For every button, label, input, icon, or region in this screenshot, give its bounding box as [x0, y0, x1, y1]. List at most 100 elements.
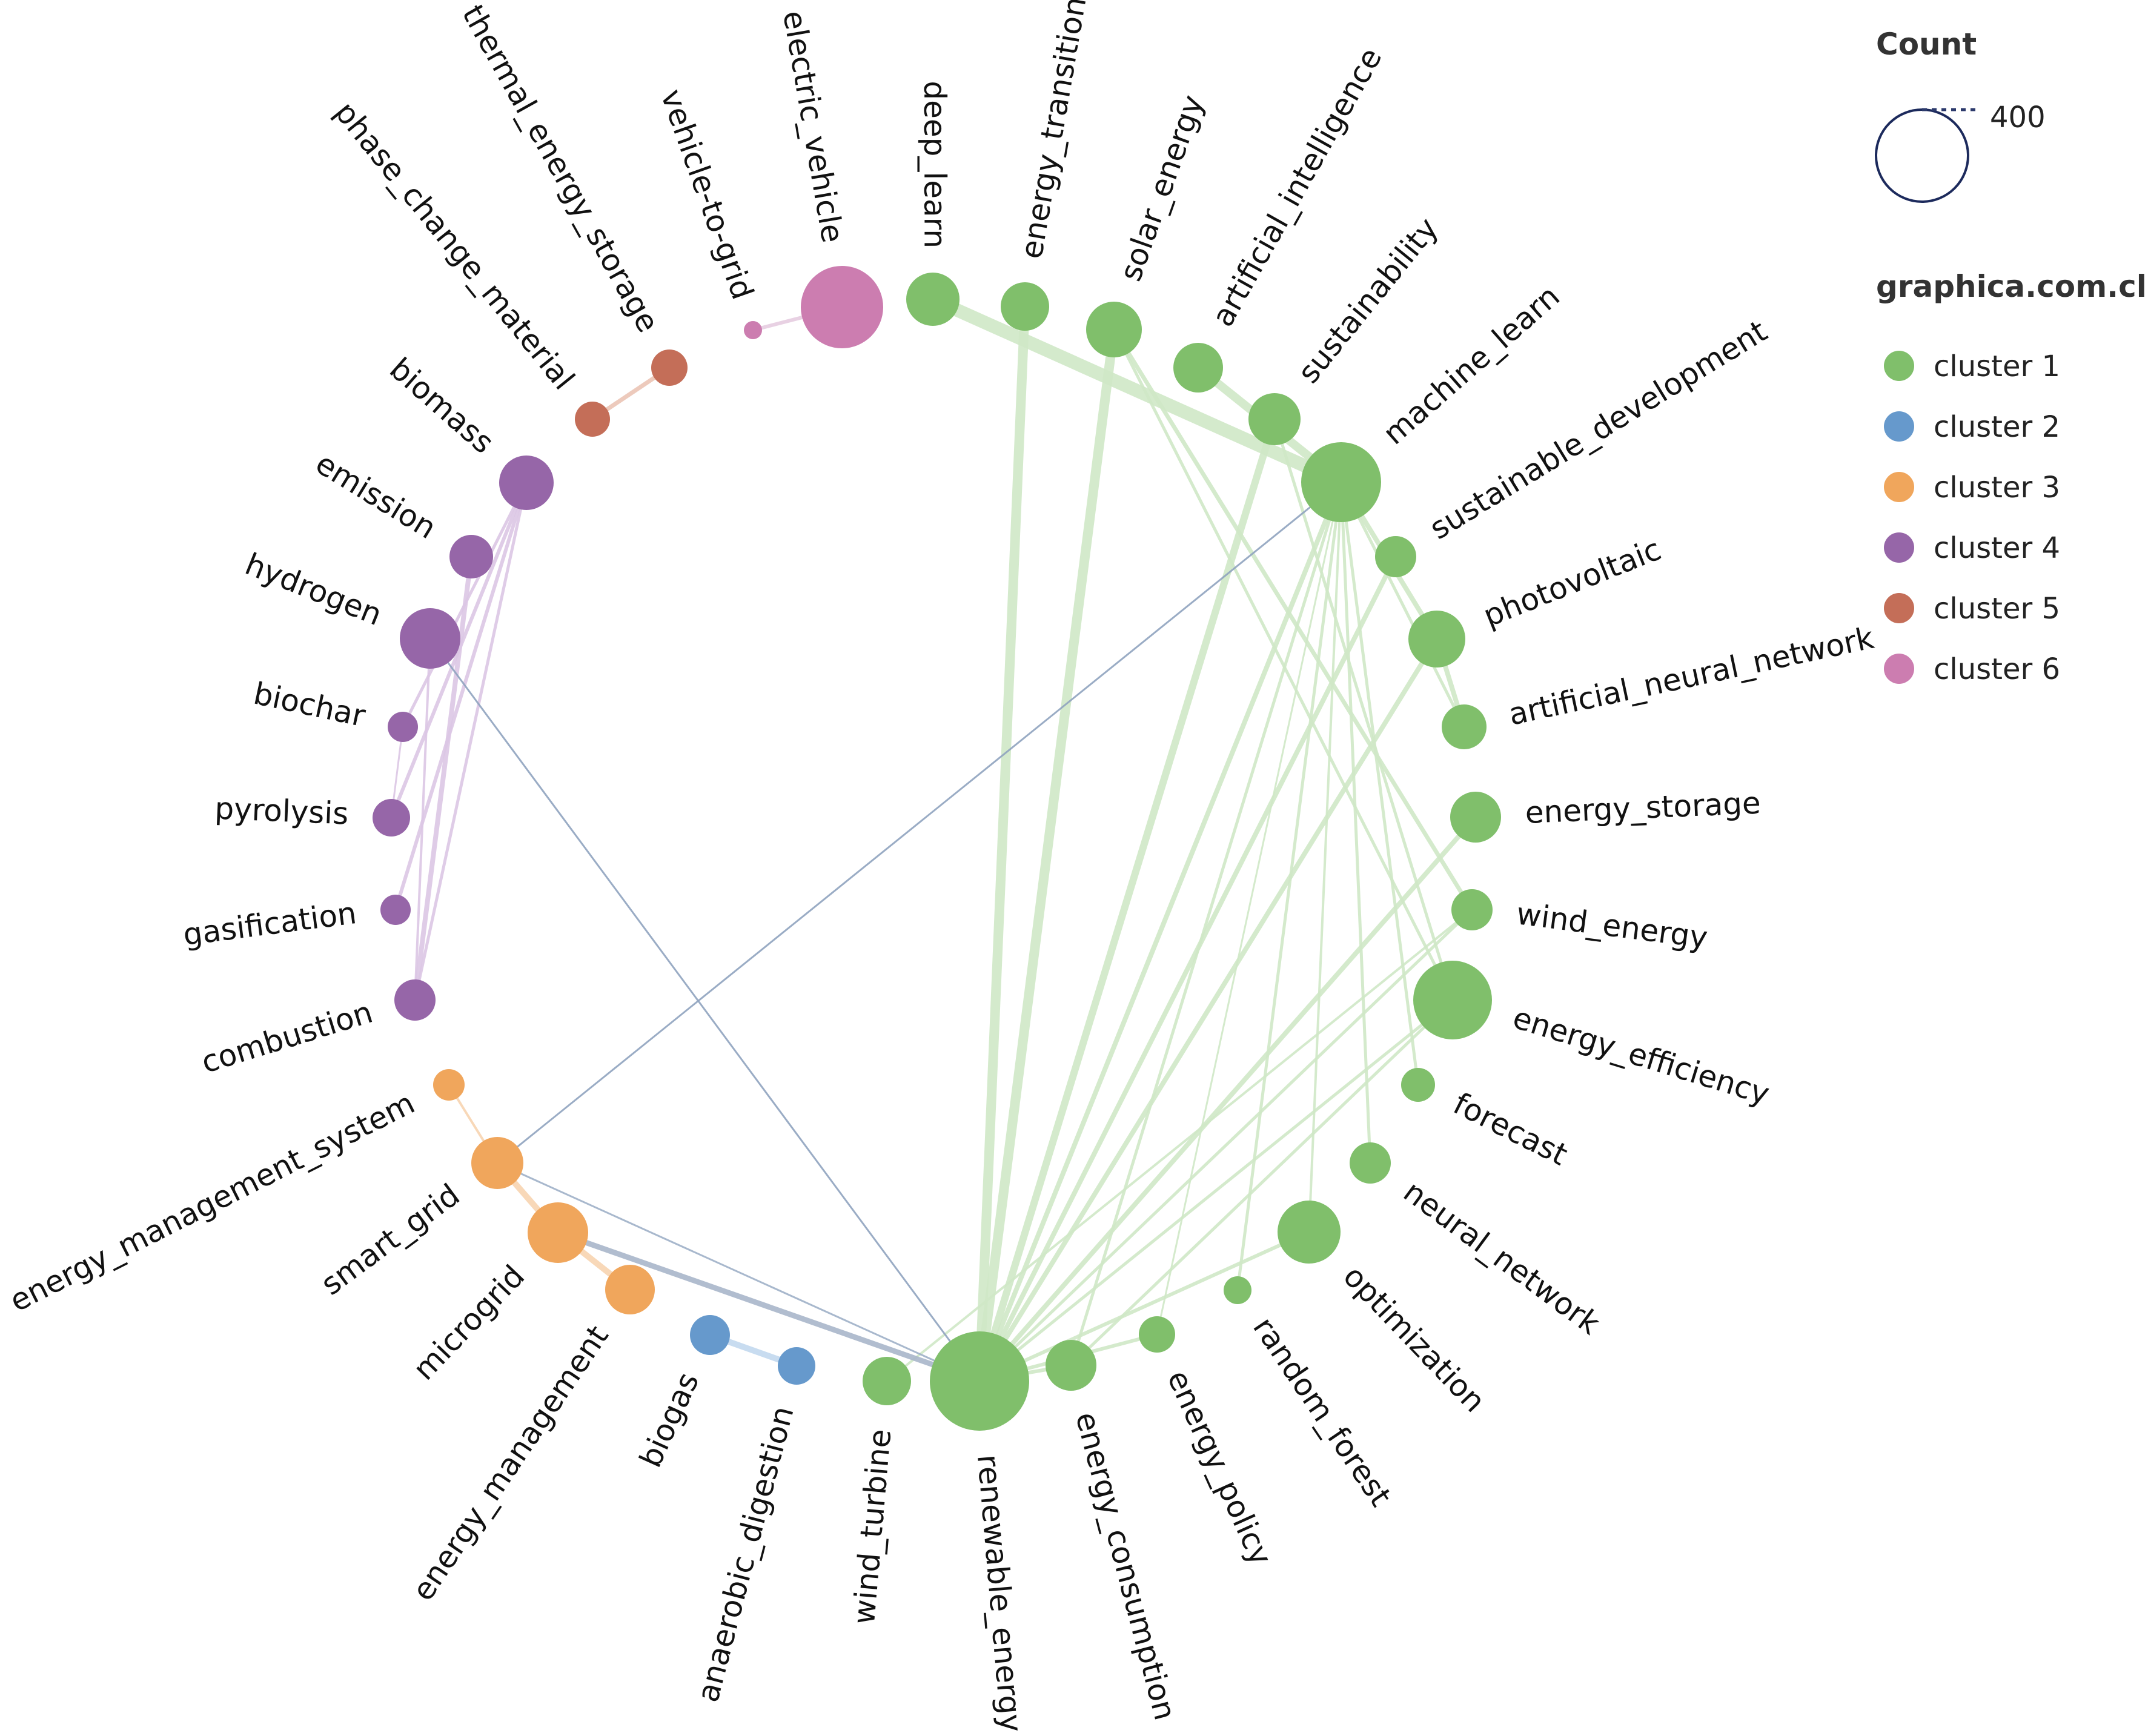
- label-energy_storage: energy_storage: [1525, 786, 1762, 830]
- legend-swatch-cluster-2[interactable]: [1884, 411, 1914, 442]
- edge-machine_learn-energy_consumption: [1069, 482, 1343, 1366]
- edge-solar_energy-wind_energy: [1112, 328, 1474, 911]
- label-pyrolysis: pyrolysis: [214, 790, 349, 831]
- node-sustainable_development[interactable]: [1375, 536, 1416, 577]
- node-deep_learn[interactable]: [906, 273, 960, 326]
- label-sustainability: sustainability: [1291, 211, 1445, 389]
- edge-solar_energy-energy_efficiency: [1112, 328, 1454, 1001]
- node-biomass[interactable]: [499, 456, 554, 510]
- label-deep_learn: deep_learn: [917, 81, 952, 248]
- legend-swatch-cluster-6[interactable]: [1884, 654, 1914, 684]
- node-vehicle-to-grid[interactable]: [744, 321, 762, 339]
- label-renewable_energy: renewable_energy: [970, 1453, 1029, 1734]
- legend: Count 400 graphica.com.clusters cluster …: [1875, 27, 2148, 686]
- node-energy_policy[interactable]: [1139, 1316, 1175, 1353]
- edge-energy_storage-renewable_energy: [977, 815, 1478, 1383]
- edge-biomass-combustion: [413, 482, 528, 1001]
- legend-label-cluster-6: cluster 6: [1934, 652, 2060, 686]
- node-phase_change_material[interactable]: [575, 402, 610, 437]
- label-wind_energy: wind_energy: [1514, 896, 1709, 955]
- legend-size-circle: [1875, 108, 1969, 203]
- node-energy_management[interactable]: [605, 1265, 655, 1314]
- edge-biomass-gasification: [394, 482, 528, 910]
- label-microgrid: microgrid: [406, 1259, 531, 1387]
- node-pyrolysis[interactable]: [373, 799, 410, 837]
- edge-sustainability-renewable_energy: [976, 418, 1278, 1382]
- node-energy_consumption[interactable]: [1046, 1340, 1096, 1391]
- node-biochar[interactable]: [388, 712, 418, 742]
- edge-microgrid-renewable_energy: [557, 1230, 981, 1384]
- edge-machine_learn-random_forest: [1236, 482, 1343, 1291]
- node-forecast[interactable]: [1401, 1068, 1435, 1102]
- node-artificial_intelligence[interactable]: [1173, 343, 1223, 393]
- node-anaerobic_digestion[interactable]: [778, 1347, 815, 1385]
- node-optimization[interactable]: [1278, 1201, 1341, 1264]
- node-thermal_energy_storage[interactable]: [651, 350, 688, 386]
- node-energy_transition[interactable]: [1001, 282, 1049, 331]
- legend-label-cluster-5: cluster 5: [1934, 592, 2060, 626]
- label-artificial_neural_network: artificial_neural_network: [1506, 620, 1877, 732]
- edge-energy_efficiency-renewable_energy: [978, 999, 1454, 1382]
- node-emission[interactable]: [449, 535, 493, 578]
- edge-deep_learn-machine_learn: [930, 293, 1344, 489]
- edge-photovoltaic-renewable_energy: [977, 637, 1439, 1383]
- legend-swatch-cluster-4[interactable]: [1884, 532, 1914, 563]
- label-energy_transition: energy_transition: [1013, 0, 1093, 261]
- label-random_forest: random_forest: [1246, 1311, 1398, 1512]
- node-photovoltaic[interactable]: [1408, 611, 1465, 668]
- edge-sustainability-energy_efficiency: [1273, 419, 1454, 1001]
- legend-color-title: graphica.com.clusters: [1876, 269, 2148, 304]
- node-hydrogen[interactable]: [400, 608, 460, 669]
- label-photovoltaic: photovoltaic: [1479, 532, 1666, 634]
- label-machine_learn: machine_learn: [1376, 279, 1566, 451]
- node-machine_learn[interactable]: [1301, 442, 1381, 522]
- edge-hydrogen-combustion: [414, 638, 431, 1001]
- node-solar_energy[interactable]: [1086, 302, 1142, 357]
- node-microgrid[interactable]: [528, 1202, 588, 1263]
- node-smart_grid[interactable]: [471, 1137, 523, 1189]
- node-wind_turbine[interactable]: [863, 1357, 911, 1405]
- edge-energy_transition-renewable_energy: [975, 306, 1030, 1382]
- label-biogas: biogas: [633, 1367, 706, 1473]
- node-energy_efficiency[interactable]: [1413, 961, 1492, 1039]
- legend-size-value: 400: [1990, 101, 2046, 134]
- node-random_forest[interactable]: [1224, 1276, 1251, 1304]
- legend-swatch-cluster-5[interactable]: [1884, 593, 1914, 623]
- label-gasification: gasification: [181, 895, 359, 952]
- node-energy_storage[interactable]: [1450, 792, 1501, 843]
- node-artificial_neural_network[interactable]: [1442, 704, 1487, 749]
- edge-optimization-renewable_energy: [978, 1230, 1310, 1383]
- legend-label-cluster-1: cluster 1: [1934, 350, 2060, 383]
- labels-layer: electric_vehicle deep_learn energy_transit…: [4, 0, 1877, 1734]
- label-vehicle-to-grid: vehicle-to-grid: [654, 85, 760, 304]
- nodes-layer: [373, 266, 1501, 1431]
- node-biogas[interactable]: [690, 1315, 730, 1355]
- label-forecast: forecast: [1448, 1086, 1573, 1173]
- label-emission: emission: [310, 446, 442, 546]
- node-energy_management_system[interactable]: [433, 1069, 465, 1101]
- node-wind_energy[interactable]: [1451, 889, 1493, 930]
- label-wind_turbine: wind_turbine: [846, 1428, 898, 1626]
- edge-machine_learn-energy_policy: [1156, 482, 1342, 1335]
- label-smart_grid: smart_grid: [314, 1177, 466, 1302]
- label-energy_policy: energy_policy: [1161, 1365, 1279, 1571]
- label-energy_efficiency: energy_efficiency: [1509, 1000, 1774, 1112]
- edge-energy_efficiency-energy_consumption: [1070, 999, 1454, 1367]
- edge-solar_energy-renewable_energy: [975, 328, 1119, 1382]
- node-electric_vehicle[interactable]: [801, 266, 883, 348]
- label-energy_consumption: energy_consumption: [1069, 1408, 1183, 1724]
- edge-machine_learn-smart_grid: [497, 481, 1342, 1164]
- legend-swatch-cluster-3[interactable]: [1884, 472, 1914, 502]
- edge-wind_energy-wind_turbine: [886, 909, 1473, 1382]
- node-combustion[interactable]: [394, 979, 436, 1021]
- legend-swatch-cluster-1[interactable]: [1884, 351, 1914, 381]
- node-sustainability[interactable]: [1248, 393, 1301, 445]
- edge-emission-combustion: [413, 556, 474, 1001]
- node-neural_network[interactable]: [1350, 1142, 1391, 1184]
- edge-machine_learn-optimization: [1308, 482, 1342, 1233]
- legend-size-title: Count: [1876, 27, 1977, 62]
- node-renewable_energy[interactable]: [930, 1331, 1029, 1431]
- node-gasification[interactable]: [380, 895, 411, 925]
- edge-sustainable_development-renewable_energy: [977, 555, 1398, 1382]
